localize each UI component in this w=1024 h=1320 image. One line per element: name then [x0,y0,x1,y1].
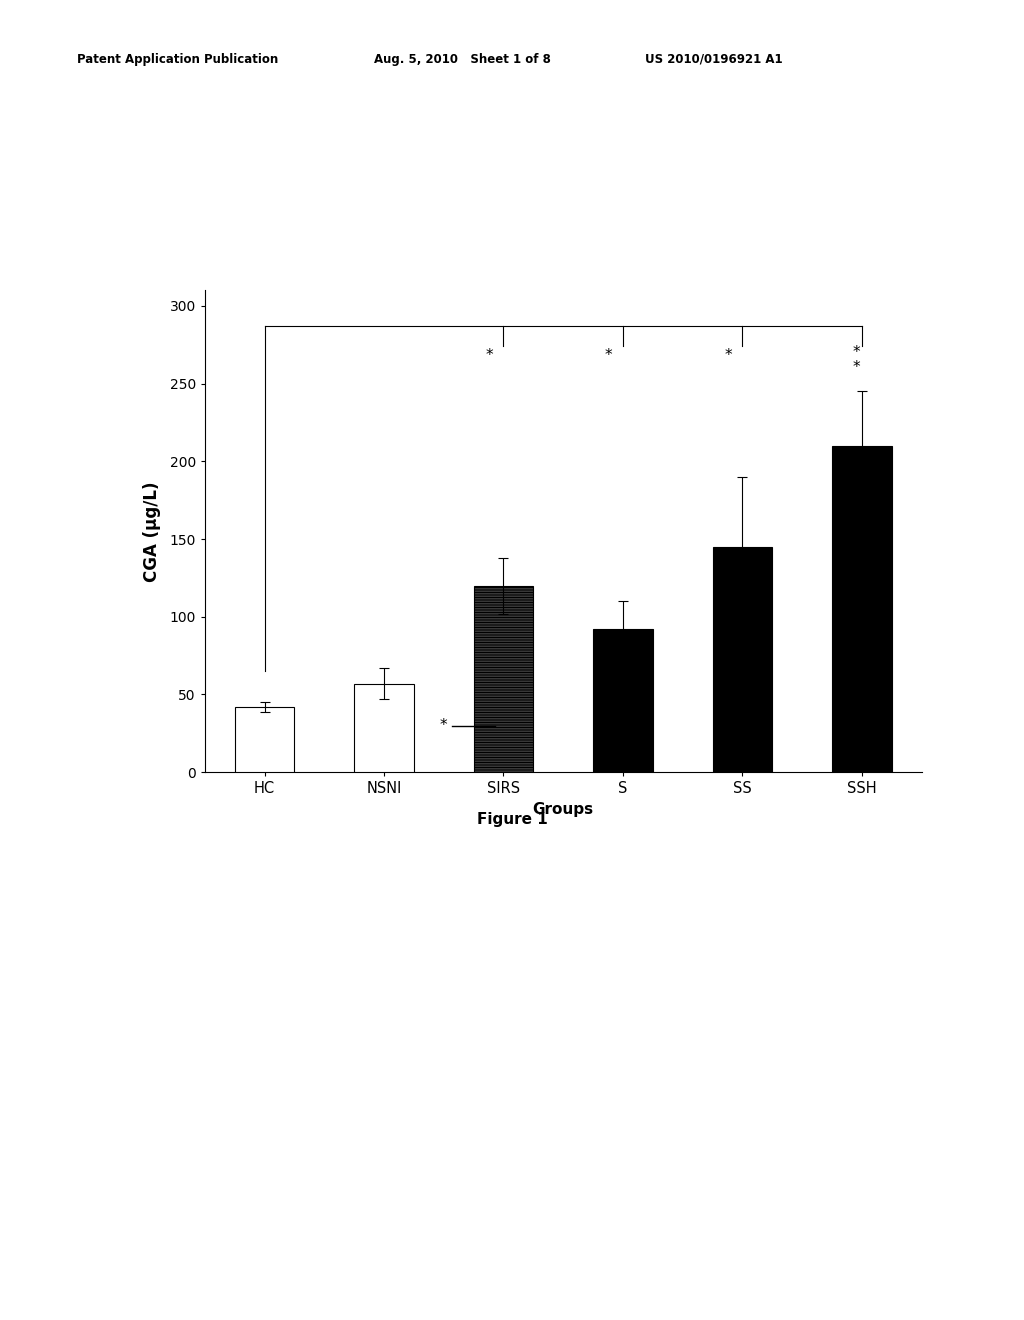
Bar [593,630,653,772]
Text: *: * [605,348,612,363]
Bar [713,546,772,772]
Bar [234,708,295,772]
X-axis label: Groups: Groups [532,801,594,817]
Text: Figure 1: Figure 1 [476,812,548,826]
Text: *: * [852,360,860,375]
Text: US 2010/0196921 A1: US 2010/0196921 A1 [645,53,782,66]
Y-axis label: CGA (μg/L): CGA (μg/L) [143,480,161,582]
Text: Patent Application Publication: Patent Application Publication [77,53,279,66]
Text: *: * [724,348,732,363]
Text: *: * [485,348,493,363]
Text: Aug. 5, 2010   Sheet 1 of 8: Aug. 5, 2010 Sheet 1 of 8 [374,53,551,66]
Text: *: * [852,345,860,360]
Bar [473,586,534,772]
Bar [354,684,414,772]
Bar [831,446,892,772]
Text: *: * [439,718,447,733]
